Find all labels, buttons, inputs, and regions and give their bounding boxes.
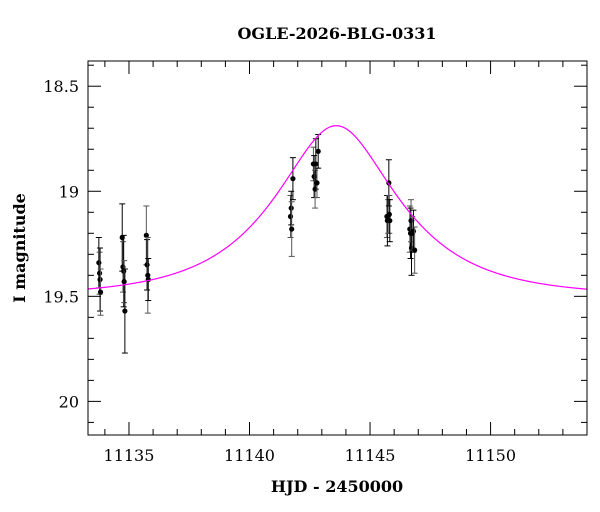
data-point xyxy=(97,268,104,316)
chart-title: OGLE-2026-BLG-0331 xyxy=(237,24,436,43)
data-point xyxy=(411,226,418,274)
x-tick-label: 11135 xyxy=(104,446,155,465)
y-tick-label: 19.5 xyxy=(43,287,79,306)
data-point xyxy=(289,157,296,201)
x-tick-label: 11145 xyxy=(345,446,396,465)
y-axis-title: I magnitude xyxy=(10,193,29,303)
y-tick-label: 18.5 xyxy=(43,77,79,96)
data-point xyxy=(143,205,150,266)
data-marker xyxy=(315,148,321,154)
data-layer xyxy=(95,134,418,354)
x-tick-label: 11150 xyxy=(465,446,516,465)
ticks-layer: 11135 11140 11145 11150 18.5 19 19.5 20 xyxy=(43,61,588,465)
model-curve xyxy=(87,125,588,290)
data-marker xyxy=(313,161,319,167)
data-marker xyxy=(314,180,320,186)
data-marker xyxy=(122,308,128,314)
data-point xyxy=(144,239,151,291)
plot-frame xyxy=(87,60,588,436)
data-marker xyxy=(97,289,104,295)
y-tick-label: 20 xyxy=(59,392,79,411)
data-marker xyxy=(387,218,393,224)
data-marker xyxy=(143,232,149,238)
data-marker xyxy=(144,262,150,268)
data-marker xyxy=(290,176,296,182)
data-marker xyxy=(289,226,295,232)
data-marker xyxy=(121,279,127,285)
x-axis-title: HJD - 2450000 xyxy=(271,477,403,496)
y-tick-label: 19 xyxy=(59,182,79,201)
data-point xyxy=(288,201,295,257)
data-marker xyxy=(96,260,102,266)
data-point xyxy=(315,134,322,169)
data-marker xyxy=(410,228,417,234)
data-marker xyxy=(412,247,418,253)
data-marker xyxy=(287,213,294,220)
data-point xyxy=(386,199,393,243)
data-point xyxy=(121,260,128,304)
data-point xyxy=(121,268,128,354)
x-tick-label: 11140 xyxy=(224,446,275,465)
